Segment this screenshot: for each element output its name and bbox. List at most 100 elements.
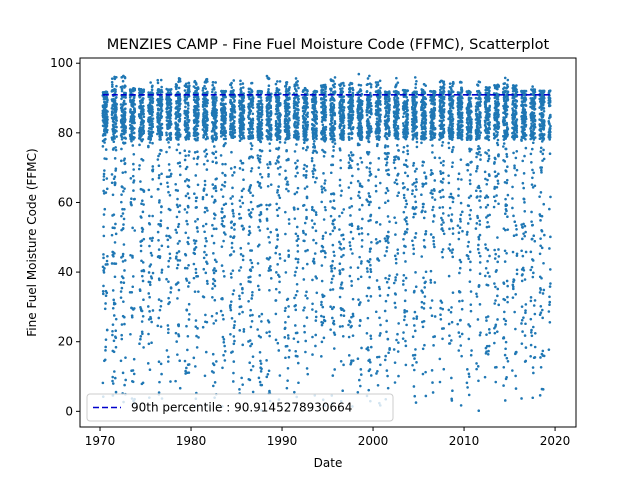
scatter-point xyxy=(167,265,170,268)
scatter-point xyxy=(178,79,182,83)
scatter-point xyxy=(339,313,343,317)
scatter-point xyxy=(110,77,114,80)
scatter-point xyxy=(151,108,154,111)
scatter-point xyxy=(221,195,225,198)
scatter-point xyxy=(331,229,335,233)
scatter-point xyxy=(139,335,143,338)
scatter-point xyxy=(378,181,382,185)
scatter-point xyxy=(142,97,145,100)
scatter-point xyxy=(296,84,299,87)
scatter-point xyxy=(177,86,181,90)
scatter-point xyxy=(260,383,264,387)
scatter-point xyxy=(296,244,300,247)
scatter-point xyxy=(196,183,200,187)
scatter-point xyxy=(342,309,346,312)
scatter-point xyxy=(333,207,336,210)
scatter-point xyxy=(195,346,199,349)
scatter-point xyxy=(233,119,236,123)
scatter-point xyxy=(229,272,233,276)
scatter-point xyxy=(276,238,279,241)
scatter-point xyxy=(278,291,281,294)
scatter-point xyxy=(138,289,142,293)
scatter-point xyxy=(214,91,217,94)
scatter-point xyxy=(224,174,227,177)
scatter-point xyxy=(120,286,124,290)
scatter-point xyxy=(139,337,142,341)
scatter-point xyxy=(175,84,179,87)
scatter-point xyxy=(150,127,153,131)
scatter-point xyxy=(104,191,108,194)
scatter-point xyxy=(151,119,154,123)
scatter-point xyxy=(183,149,187,153)
scatter-point xyxy=(129,108,132,111)
scatter-point xyxy=(376,369,379,373)
scatter-point xyxy=(221,366,224,370)
scatter-point xyxy=(115,108,118,111)
scatter-point xyxy=(141,315,145,318)
scatter-point xyxy=(169,109,173,112)
scatter-point xyxy=(141,279,145,283)
scatter-point xyxy=(314,333,318,337)
scatter-point xyxy=(377,168,380,171)
scatter-point xyxy=(178,117,182,121)
scatter-point xyxy=(148,283,152,287)
scatter-point xyxy=(323,101,326,105)
scatter-point xyxy=(278,257,282,260)
scatter-point xyxy=(359,89,363,92)
scatter-point xyxy=(177,288,181,292)
scatter-point xyxy=(212,252,215,255)
scatter-point xyxy=(112,111,115,114)
scatter-point xyxy=(341,334,345,338)
scatter-point xyxy=(311,302,314,306)
scatter-point xyxy=(284,306,287,310)
scatter-point xyxy=(302,167,306,171)
scatter-point xyxy=(204,222,208,226)
scatter-point xyxy=(242,127,245,131)
scatter-point xyxy=(356,163,360,166)
scatter-point xyxy=(287,112,291,116)
scatter-point xyxy=(232,212,235,215)
scatter-point xyxy=(360,245,364,248)
scatter-point xyxy=(351,359,355,362)
scatter-point xyxy=(383,309,387,313)
scatter-point xyxy=(288,134,291,137)
scatter-point xyxy=(151,271,155,275)
scatter-point xyxy=(377,206,381,210)
scatter-point xyxy=(311,335,314,339)
scatter-point xyxy=(270,133,273,137)
scatter-point xyxy=(369,270,373,274)
scatter-point xyxy=(256,262,260,265)
scatter-point xyxy=(286,297,290,301)
scatter-point xyxy=(278,196,282,200)
scatter-point xyxy=(142,131,146,135)
scatter-point xyxy=(212,227,216,231)
scatter-point xyxy=(166,226,169,230)
scatter-point xyxy=(375,279,379,282)
scatter-point xyxy=(224,233,227,236)
scatter-point xyxy=(105,291,109,295)
scatter-point xyxy=(111,333,114,337)
scatter-point xyxy=(279,129,282,132)
scatter-point xyxy=(231,195,234,198)
scatter-point xyxy=(322,88,325,92)
scatter-point xyxy=(351,314,355,318)
scatter-point xyxy=(186,116,190,119)
scatter-point xyxy=(114,317,118,321)
scatter-point xyxy=(379,86,382,90)
scatter-point xyxy=(185,211,189,214)
scatter-point xyxy=(259,172,262,176)
scatter-point xyxy=(269,118,273,121)
scatter-point xyxy=(121,371,125,375)
scatter-point xyxy=(248,225,251,229)
scatter-point xyxy=(123,259,127,262)
scatter-point xyxy=(176,263,180,267)
scatter-point xyxy=(320,340,324,344)
scatter-point xyxy=(103,267,106,270)
scatter-point xyxy=(157,391,161,394)
scatter-point xyxy=(104,294,108,298)
scatter-point xyxy=(103,133,107,137)
scatter-point xyxy=(158,308,162,312)
scatter-point xyxy=(102,225,105,229)
scatter-point xyxy=(121,212,125,215)
